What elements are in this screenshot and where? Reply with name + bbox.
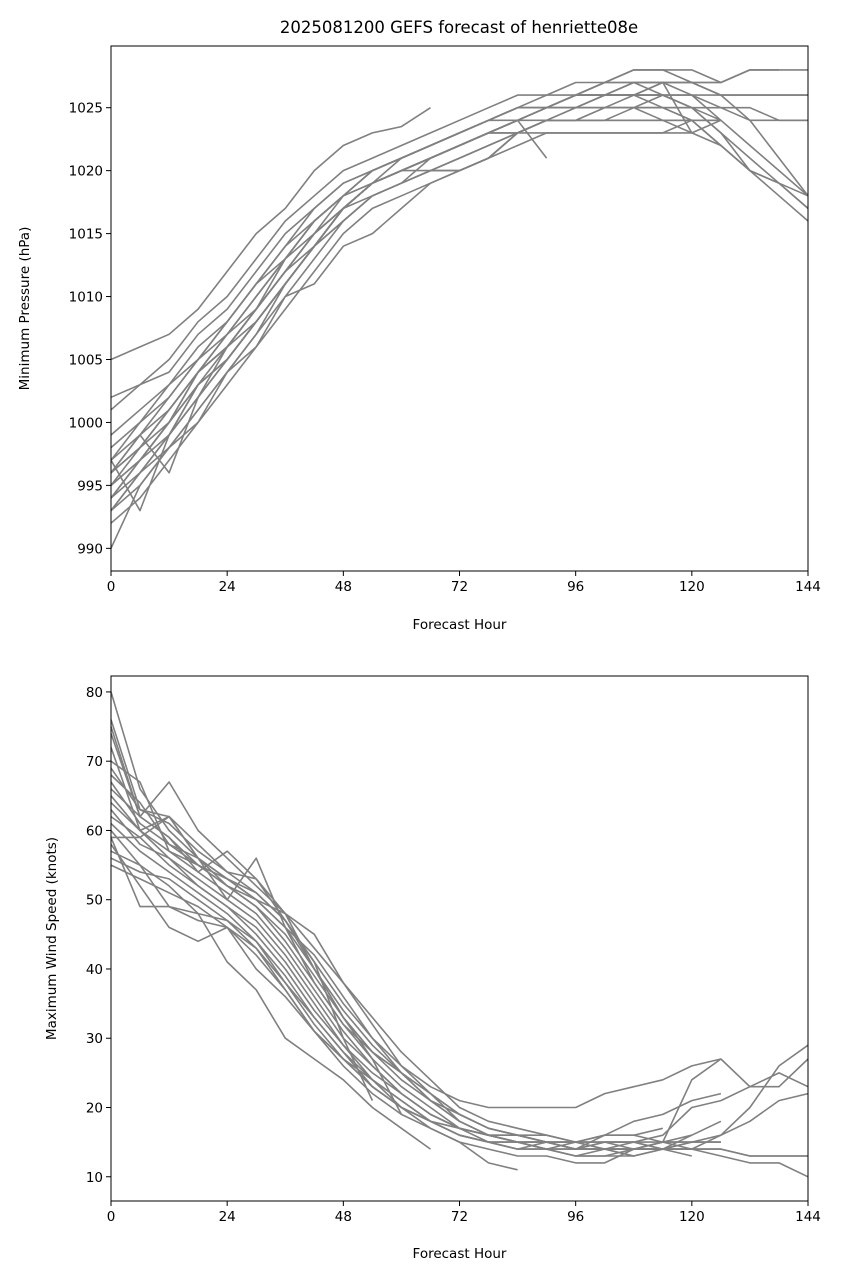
pressure-y-ticks: 990 995 1000 1005 1010 1015 1020 1025 [69, 101, 111, 557]
wind-x-tick-label: 0 [107, 1209, 116, 1225]
wind-member-line-22 [110, 726, 403, 1115]
wind-y-tick-label: 60 [86, 823, 103, 839]
pressure-member-line-19 [110, 119, 722, 461]
wind-y-tick-label: 50 [86, 893, 103, 909]
wind-y-axis-label: Maximum Wind Speed (knots) [44, 837, 60, 1040]
pressure-y-tick-label: 995 [77, 478, 103, 494]
pressure-x-ticks: 0 24 48 72 96 120 144 [107, 571, 821, 595]
pressure-y-tick-label: 1020 [69, 164, 103, 180]
pressure-x-tick-label: 72 [451, 579, 468, 595]
wind-x-tick-label: 96 [567, 1209, 584, 1225]
pressure-x-tick-label: 96 [567, 579, 584, 595]
wind-y-tick-label: 10 [86, 1170, 103, 1186]
wind-y-tick-label: 30 [86, 1031, 103, 1047]
pressure-y-axis-label: Minimum Pressure (hPa) [17, 227, 33, 391]
wind-y-tick-label: 80 [86, 685, 103, 701]
pressure-panel: 0 24 48 72 96 120 144 990 995 1000 1005 1010 1015 10… [17, 45, 821, 633]
wind-x-axis-label: Forecast Hour [413, 1246, 507, 1262]
wind-y-ticks: 10 20 30 40 50 60 70 80 [86, 685, 111, 1186]
wind-y-tick-label: 20 [86, 1100, 103, 1116]
pressure-y-tick-label: 1015 [69, 227, 103, 243]
pressure-member-line-17 [110, 119, 722, 512]
pressure-x-tick-label: 24 [219, 579, 236, 595]
wind-x-tick-label: 144 [795, 1209, 821, 1225]
wind-y-tick-label: 70 [86, 754, 103, 770]
pressure-y-tick-label: 990 [77, 541, 103, 557]
pressure-x-tick-label: 0 [107, 579, 116, 595]
pressure-member-line-23 [110, 69, 809, 512]
wind-series-layer [110, 691, 809, 1178]
wind-x-tick-label: 24 [219, 1209, 236, 1225]
pressure-member-line-1 [110, 107, 431, 361]
wind-member-line-3 [110, 733, 809, 1109]
wind-panel: 0 24 48 72 96 120 144 10 20 30 40 50 60 70 80 Forecas… [44, 675, 821, 1262]
pressure-y-tick-label: 1000 [69, 415, 103, 431]
pressure-x-axis-label: Forecast Hour [413, 617, 507, 633]
pressure-x-tick-label: 48 [335, 579, 352, 595]
pressure-x-tick-label: 144 [795, 579, 821, 595]
wind-x-tick-label: 48 [335, 1209, 352, 1225]
wind-member-line-18 [110, 850, 431, 1150]
wind-x-tick-label: 120 [679, 1209, 705, 1225]
pressure-y-tick-label: 1010 [69, 290, 103, 306]
figure-title: 2025081200 GEFS forecast of henriette08e [280, 18, 638, 37]
wind-member-line-19 [110, 857, 722, 1150]
wind-y-tick-label: 40 [86, 962, 103, 978]
pressure-y-tick-label: 1005 [69, 352, 103, 368]
pressure-series-layer [110, 69, 809, 549]
wind-x-tick-label: 72 [451, 1209, 468, 1225]
wind-member-line-9 [110, 788, 721, 1150]
pressure-y-tick-label: 1025 [69, 101, 103, 117]
pressure-x-tick-label: 120 [679, 579, 705, 595]
wind-x-ticks: 0 24 48 72 96 120 144 [107, 1201, 821, 1225]
